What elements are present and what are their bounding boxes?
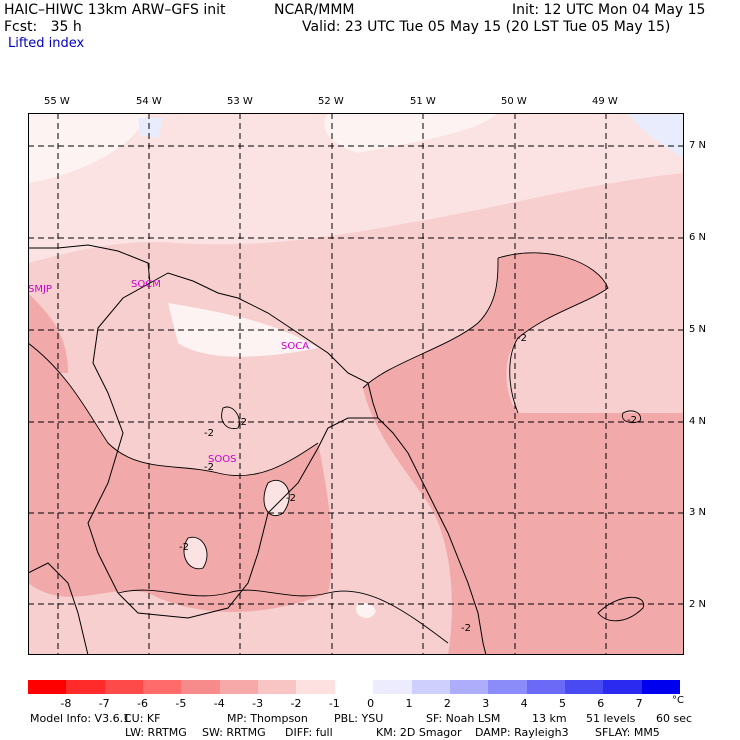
model-info-item: 60 sec bbox=[656, 712, 693, 725]
colorbar-tick-label: 5 bbox=[558, 697, 566, 710]
colorbar-tick-label: 2 bbox=[443, 697, 451, 710]
lon-label: 54 W bbox=[136, 96, 162, 107]
model-info-item: 13 km bbox=[532, 712, 567, 725]
colorbar-swatch bbox=[564, 680, 604, 694]
colorbar-tick-label: -1 bbox=[328, 697, 340, 710]
colorbar-tick-label: -7 bbox=[98, 697, 110, 710]
colorbar-tick-label: 4 bbox=[520, 697, 528, 710]
lifted-index-map: SMJP SOCM SOCA SOOS -2 -2 -2 -2 -2 -2 -2… bbox=[28, 113, 684, 655]
colorbar-swatch bbox=[449, 680, 489, 694]
contour-label: -2 bbox=[461, 623, 471, 634]
forecast-hour: Fcst: 35 h bbox=[4, 19, 82, 35]
map-frame bbox=[28, 113, 684, 655]
colorbar-tick-label: 1 bbox=[405, 697, 413, 710]
colorbar-swatch bbox=[219, 680, 259, 694]
colorbar-swatch bbox=[373, 680, 413, 694]
field-deep-east bbox=[363, 252, 684, 655]
model-info-item: SF: Noah LSM bbox=[426, 712, 501, 725]
colorbar-tick-label: 6 bbox=[597, 697, 605, 710]
model-info-item: CU: KF bbox=[124, 712, 161, 725]
valid-time: Valid: 23 UTC Tue 05 May 15 (20 LST Tue … bbox=[302, 19, 671, 35]
lat-label: 6 N bbox=[689, 232, 707, 243]
contour-label: -2 bbox=[204, 462, 214, 473]
colorbar-tick-label: -4 bbox=[213, 697, 225, 710]
contour-label: -2 bbox=[627, 415, 637, 426]
lon-label: 52 W bbox=[318, 96, 344, 107]
field-blue-n bbox=[138, 118, 163, 138]
contour-label: -2 bbox=[286, 493, 296, 504]
model-info-item: Model Info: V3.6.1 bbox=[30, 712, 131, 725]
model-info-item: DIFF: full bbox=[285, 726, 333, 739]
colorbar-tick-label: 3 bbox=[482, 697, 490, 710]
lat-label: 4 N bbox=[689, 416, 707, 427]
colorbar-swatch bbox=[258, 680, 297, 694]
lat-label: 5 N bbox=[689, 324, 707, 335]
colorbar bbox=[28, 680, 681, 694]
colorbar-tick-label: 0 bbox=[367, 697, 375, 710]
contour-label: -2 bbox=[517, 333, 527, 344]
colorbar-swatch bbox=[411, 680, 451, 694]
lon-label: 51 W bbox=[410, 96, 436, 107]
lon-label: 53 W bbox=[227, 96, 253, 107]
model-info-item: SW: RRTMG bbox=[202, 726, 266, 739]
field-pale-n bbox=[324, 113, 498, 153]
field-blue-ne bbox=[628, 113, 684, 158]
model-info-item: DAMP: Rayleigh3 bbox=[475, 726, 569, 739]
field-light-north bbox=[28, 113, 684, 263]
lon-label: 50 W bbox=[501, 96, 527, 107]
colorbar-unit: °C bbox=[672, 695, 684, 706]
contour-label: -2 bbox=[237, 417, 247, 428]
lon-label: 49 W bbox=[592, 96, 618, 107]
station-label: SOOS bbox=[208, 454, 236, 465]
model-info-item: MP: Thompson bbox=[227, 712, 308, 725]
field-deep-sw bbox=[28, 343, 333, 612]
lat-label: 3 N bbox=[689, 507, 707, 518]
lat-lon-grid bbox=[28, 113, 684, 655]
colorbar-swatch bbox=[334, 680, 374, 694]
model-title: HAIC–HIWC 13km ARW–GFS init bbox=[4, 2, 226, 18]
contour-label: -2 bbox=[204, 428, 214, 439]
colorbar-tick-label: -8 bbox=[60, 697, 72, 710]
colorbar-tick-label: -6 bbox=[137, 697, 149, 710]
model-info-item: 51 levels bbox=[586, 712, 636, 725]
colorbar-swatch bbox=[66, 680, 106, 694]
station-label: SMJP bbox=[28, 284, 52, 295]
org-label: NCAR/MMM bbox=[274, 2, 355, 18]
colorbar-swatch bbox=[104, 680, 144, 694]
contour-label: -2 bbox=[179, 542, 189, 553]
station-label: SOCM bbox=[131, 279, 161, 290]
colorbar-swatch bbox=[181, 680, 221, 694]
lat-label: 7 N bbox=[689, 140, 707, 151]
field-pale-patch bbox=[183, 537, 208, 569]
colorbar-swatch bbox=[488, 680, 528, 694]
lat-label: 2 N bbox=[689, 599, 707, 610]
field-pale-patch bbox=[356, 602, 376, 618]
colorbar-swatch bbox=[28, 680, 67, 694]
model-info-item: LW: RRTMG bbox=[125, 726, 187, 739]
colorbar-swatch bbox=[603, 680, 643, 694]
model-info-item: SFLAY: MM5 bbox=[595, 726, 660, 739]
colorbar-tick-label: -5 bbox=[175, 697, 187, 710]
lon-label: 55 W bbox=[44, 96, 70, 107]
station-label: SOCA bbox=[281, 341, 309, 352]
colorbar-tick-label: -2 bbox=[290, 697, 302, 710]
colorbar-tick-label: 7 bbox=[635, 697, 643, 710]
colorbar-swatch bbox=[143, 680, 182, 694]
contours bbox=[28, 252, 644, 644]
field-name: Lifted index bbox=[8, 36, 85, 51]
country-boundaries bbox=[28, 244, 487, 655]
field-pale-patch bbox=[263, 480, 290, 516]
model-info-item: PBL: YSU bbox=[334, 712, 384, 725]
colorbar-swatch bbox=[296, 680, 336, 694]
colorbar-swatch bbox=[641, 680, 681, 694]
colorbar-tick-label: -3 bbox=[252, 697, 264, 710]
colorbar-swatch bbox=[526, 680, 566, 694]
model-info-item: KM: 2D Smagor bbox=[376, 726, 462, 739]
init-time: Init: 12 UTC Mon 04 May 15 bbox=[512, 2, 706, 18]
